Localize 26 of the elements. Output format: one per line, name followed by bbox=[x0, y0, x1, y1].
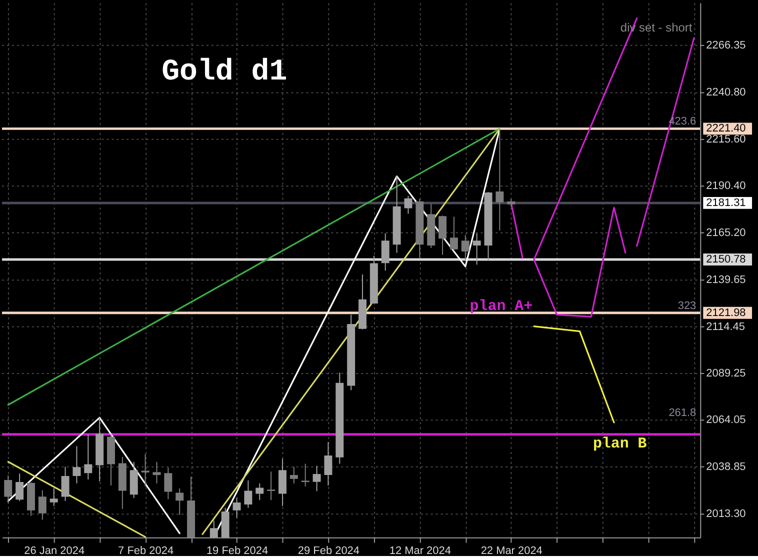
y-tick-label: 2165.20 bbox=[706, 226, 746, 239]
y-tick-label: 2240.80 bbox=[706, 86, 746, 99]
x-tick-label: 22 Mar 2024 bbox=[480, 544, 542, 557]
ref-line-label: 2221.40 bbox=[706, 122, 746, 135]
ref-line-label: 2150.78 bbox=[706, 253, 746, 266]
y-tick-label: 2089.25 bbox=[706, 367, 746, 380]
y-tick-label: 2038.85 bbox=[706, 460, 746, 473]
ref-line-label: 2181.31 bbox=[706, 196, 746, 209]
annotation: 261.8 bbox=[668, 407, 696, 420]
x-tick-label: 26 Jan 2024 bbox=[24, 544, 85, 557]
x-tick-label: 12 Mar 2024 bbox=[389, 544, 451, 557]
y-tick-label: 2139.65 bbox=[706, 274, 746, 286]
y-tick-label: 2215.60 bbox=[706, 133, 746, 146]
y-tick-label: 2266.35 bbox=[706, 39, 746, 52]
text: Gold d1 bbox=[162, 54, 288, 89]
y-tick-label: 2064.05 bbox=[706, 414, 746, 426]
y-tick-label: 2114.45 bbox=[706, 320, 745, 333]
ref-line-label: 2121.98 bbox=[706, 306, 746, 319]
annotation: plan B bbox=[592, 436, 647, 453]
annotation: 323 bbox=[678, 300, 696, 312]
y-tick-label: 2013.30 bbox=[706, 508, 746, 520]
y-tick-label: 2190.40 bbox=[706, 180, 746, 192]
x-tick-label: 19 Feb 2024 bbox=[206, 544, 268, 557]
annotation: plan A+ bbox=[470, 298, 533, 315]
x-tick-label: 7 Feb 2024 bbox=[118, 544, 174, 557]
x-tick-label: 29 Feb 2024 bbox=[298, 544, 360, 557]
